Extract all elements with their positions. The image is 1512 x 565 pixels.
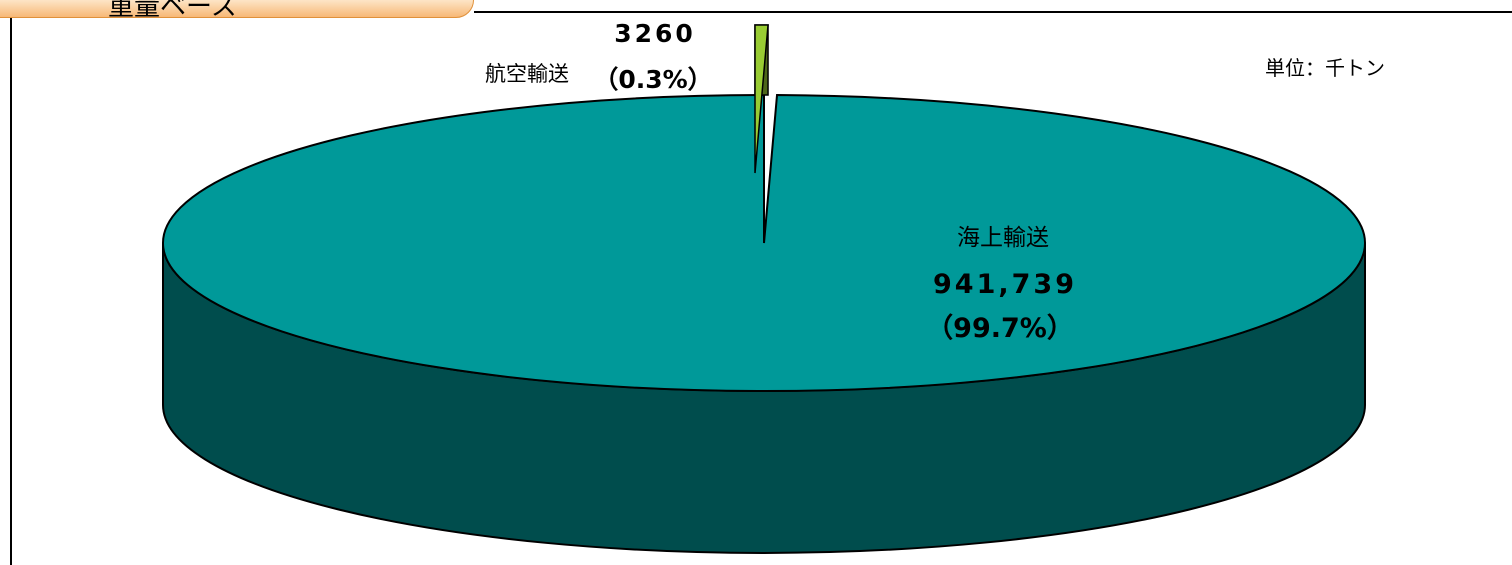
unit-label: 単位：千トン bbox=[1265, 56, 1385, 80]
air-slice-percent: （0.3%） bbox=[593, 65, 712, 94]
air-slice-value: 3260 bbox=[614, 19, 696, 48]
frame-left-border bbox=[10, 18, 12, 565]
sea-slice-percent: （99.7%） bbox=[926, 313, 1074, 344]
sea-slice bbox=[162, 93, 1366, 392]
air-slice bbox=[754, 24, 769, 174]
tab-label: 重量ベース bbox=[108, 0, 237, 22]
frame-top-border bbox=[474, 11, 1512, 13]
sea-slice-value: 941,739 bbox=[933, 269, 1077, 300]
sea-slice-label: 海上輸送 bbox=[957, 225, 1049, 251]
air-slice-label: 航空輸送 bbox=[485, 62, 569, 86]
